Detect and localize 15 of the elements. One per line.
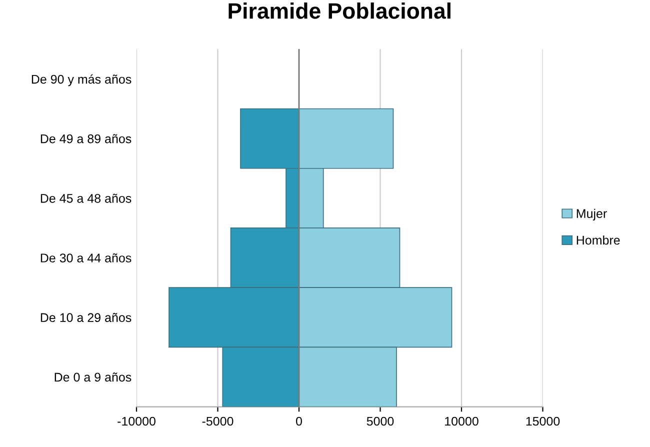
y-tick-label: De 45 a 48 años (40, 194, 132, 203)
legend-label: Mujer (576, 208, 607, 220)
x-tick-label: 0 (296, 416, 302, 426)
y-tick-label: De 30 a 44 años (40, 253, 132, 262)
chart-title: Piramide Poblacional (228, 2, 450, 19)
x-tick-label: -10000 (118, 416, 156, 426)
x-tick-label: -5000 (202, 416, 234, 426)
x-tick-label: 15000 (526, 416, 560, 426)
legend-label: Hombre (576, 235, 620, 245)
x-tick-label: 10000 (445, 416, 478, 426)
y-tick-label: De 0 a 9 años (54, 372, 132, 382)
x-tick-label: 5000 (366, 416, 394, 426)
y-tick-label: De 49 a 89 años (40, 134, 132, 144)
y-tick-label: De 10 a 29 años (40, 312, 132, 322)
y-tick-label: De 90 y más años (32, 74, 132, 86)
